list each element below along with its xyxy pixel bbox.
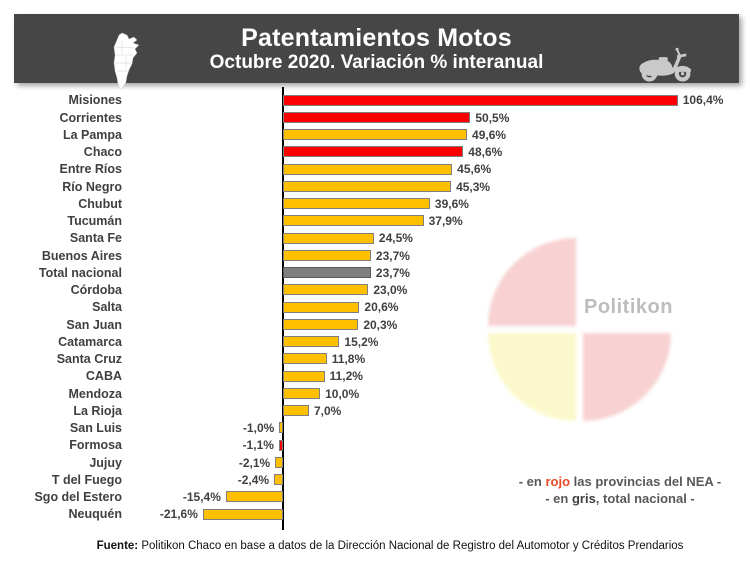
- argentina-map-icon: [106, 32, 152, 99]
- bar-gray: [283, 267, 371, 278]
- value-label: 23,0%: [373, 283, 408, 298]
- bar-yellow: [283, 387, 321, 399]
- bar-red: [283, 94, 678, 106]
- watermark-quadrant-yellow: [488, 333, 576, 421]
- politikon-watermark: Politikon: [488, 238, 672, 422]
- category-label: Sgo del Estero: [34, 490, 122, 505]
- bar-yellow: [274, 474, 283, 485]
- source-text: Politikon Chaco en base a datos de la Di…: [138, 540, 684, 552]
- source-note: Fuente: Politikon Chaco en base a datos …: [30, 540, 750, 552]
- legend-line-red: - en rojo las provincias del NEA -: [518, 474, 722, 489]
- category-label: San Juan: [66, 317, 122, 332]
- value-label: 39,6%: [434, 196, 469, 211]
- page-subtitle: Octubre 2020. Variación % interanual: [209, 51, 544, 73]
- value-label: 20,3%: [363, 317, 398, 332]
- category-label: Mendoza: [68, 386, 122, 401]
- value-label: -21,6%: [159, 507, 198, 522]
- value-label: 11,8%: [331, 352, 366, 367]
- category-label: Neuquén: [68, 507, 122, 522]
- watermark-quadrant-pink-bottom: [583, 333, 671, 421]
- value-label: -2,4%: [237, 472, 270, 487]
- value-label: -1,0%: [242, 421, 275, 436]
- legend-line-gray: - en gris, total nacional -: [545, 491, 695, 506]
- category-label: Entre Ríos: [59, 162, 122, 177]
- page-title: Patentamientos Motos: [241, 23, 512, 52]
- bar-yellow: [283, 318, 359, 330]
- value-label: -1,1%: [242, 438, 274, 453]
- value-label: 20,6%: [364, 300, 399, 315]
- bar-yellow: [283, 129, 468, 140]
- bar-yellow: [283, 249, 371, 261]
- bar-yellow: [283, 215, 424, 227]
- bar-yellow: [279, 422, 283, 434]
- bar-yellow: [283, 198, 430, 209]
- bar-yellow: [283, 284, 369, 296]
- legend: - en rojo las provincias del NEA - - en …: [495, 473, 745, 507]
- category-label: Buenos Aires: [41, 248, 122, 263]
- category-label: Santa Cruz: [56, 352, 122, 367]
- category-label: Santa Fe: [69, 231, 122, 246]
- value-label: 24,5%: [378, 231, 413, 246]
- bar-yellow: [283, 232, 374, 244]
- bar-yellow: [275, 456, 283, 468]
- legend-gray-word: gris: [571, 491, 596, 506]
- value-label: -15,4%: [182, 490, 221, 505]
- value-label: 37,9%: [428, 214, 463, 229]
- scooter-icon: [636, 47, 696, 87]
- category-label: Córdoba: [70, 283, 122, 298]
- bar-yellow: [283, 336, 340, 347]
- value-label: -2,1%: [238, 455, 271, 470]
- value-label: 50,5%: [475, 110, 510, 125]
- value-label: 11,2%: [329, 369, 363, 384]
- value-label: 48,6%: [468, 145, 503, 160]
- category-label: Formosa: [69, 438, 122, 453]
- bar-yellow: [225, 491, 283, 503]
- category-label: Río Negro: [62, 179, 122, 194]
- value-label: 10,0%: [325, 386, 360, 401]
- category-label: La Rioja: [73, 403, 122, 418]
- category-label: Total nacional: [38, 265, 122, 280]
- category-label: CABA: [85, 369, 122, 384]
- legend-red-word: rojo: [545, 474, 571, 489]
- value-label: 23,7%: [375, 265, 410, 280]
- category-label: Tucumán: [67, 214, 122, 229]
- bar-yellow: [283, 353, 327, 365]
- bar-yellow: [202, 508, 283, 520]
- watermark-text: Politikon: [584, 296, 673, 318]
- bar-yellow: [283, 301, 360, 313]
- category-label: Chubut: [78, 196, 122, 211]
- value-label: 15,2%: [344, 334, 379, 349]
- value-label: 49,6%: [472, 127, 507, 142]
- category-label: Corrientes: [59, 110, 122, 125]
- value-label: 45,3%: [456, 179, 491, 194]
- category-label: Jujuy: [89, 455, 122, 470]
- bar-red: [283, 111, 471, 123]
- category-label: San Luis: [69, 421, 122, 436]
- header-bar: Patentamientos Motos Octubre 2020. Varia…: [14, 14, 739, 93]
- bar-red: [278, 439, 283, 451]
- category-label: La Pampa: [62, 127, 122, 142]
- bar-yellow: [283, 405, 309, 416]
- value-label: 7,0%: [313, 403, 342, 418]
- bar-red: [283, 146, 464, 158]
- category-label: Chaco: [83, 145, 122, 160]
- category-label: T del Fuego: [51, 472, 122, 487]
- watermark-quadrant-pink-top: [488, 238, 576, 326]
- source-label: Fuente:: [96, 540, 139, 552]
- bar-yellow: [283, 180, 452, 192]
- bar-yellow: [283, 163, 453, 175]
- value-label: 23,7%: [375, 248, 410, 263]
- category-label: Catamarca: [58, 334, 122, 349]
- value-label: 45,6%: [457, 162, 492, 177]
- value-label: 106,4%: [682, 93, 724, 108]
- bar-yellow: [283, 370, 325, 382]
- category-label: Salta: [92, 300, 122, 315]
- category-label: Misiones: [68, 93, 123, 108]
